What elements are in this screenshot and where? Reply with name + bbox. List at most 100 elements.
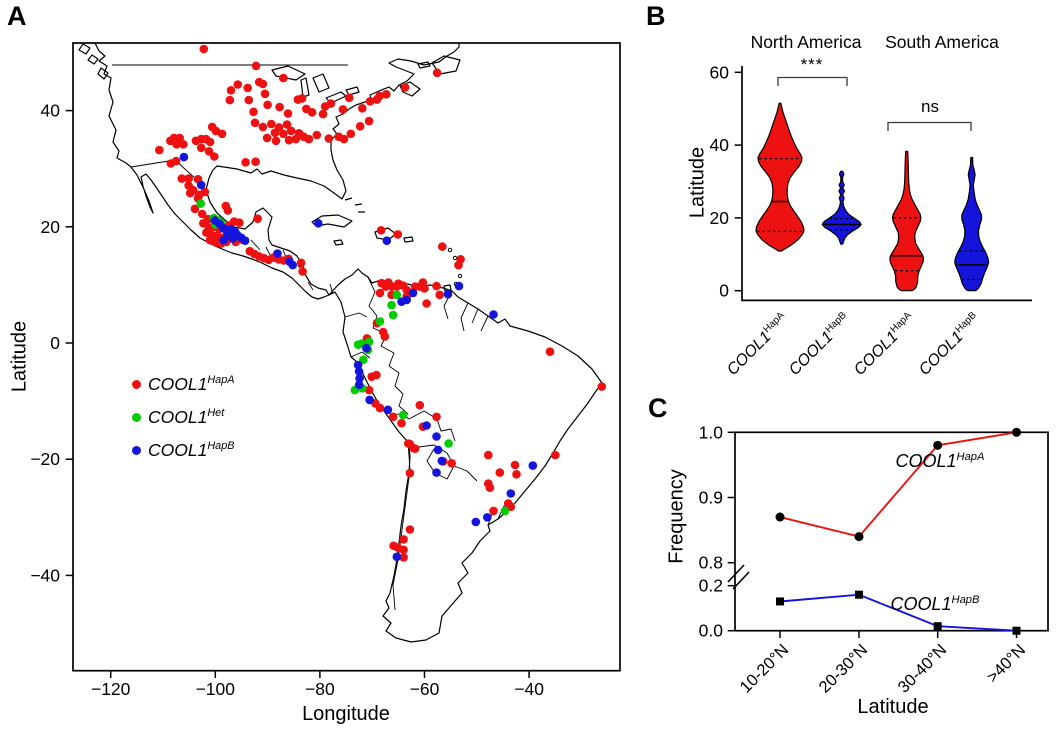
map-point <box>312 130 322 140</box>
group-header-north-america: North America <box>750 32 862 52</box>
y-tick-label: 20 <box>710 208 730 228</box>
island <box>447 247 453 253</box>
map-point <box>204 147 214 156</box>
map-point <box>528 461 538 470</box>
significance-label-sa: ns <box>921 97 939 116</box>
map-point <box>166 159 176 168</box>
map-point <box>392 552 402 562</box>
map-point <box>249 107 258 117</box>
data-point-square <box>855 590 863 599</box>
map-point <box>210 152 219 161</box>
map-point <box>402 295 412 305</box>
violin <box>755 102 805 252</box>
map-point <box>432 468 441 477</box>
map-point <box>382 90 391 99</box>
series-line <box>779 593 1017 632</box>
country-border <box>350 351 371 359</box>
map-point <box>179 140 188 149</box>
data-point-circle <box>854 532 864 542</box>
map-point <box>405 468 415 478</box>
legend-dot-icon <box>132 380 141 389</box>
panel-a-letter: A <box>7 1 27 31</box>
legend-label: COOL1HapA <box>148 374 235 394</box>
axis-break-icon <box>727 564 745 583</box>
map-point <box>344 93 354 103</box>
map-point <box>432 412 441 422</box>
coastline <box>399 81 421 97</box>
map-point <box>291 134 301 144</box>
map-point <box>296 258 306 268</box>
map-point <box>359 355 368 365</box>
group-header-south-america: South America <box>885 32 999 52</box>
panel-c-x-axis-title: Latitude <box>857 696 929 718</box>
coastline <box>328 268 603 643</box>
map-point <box>288 260 298 270</box>
coastline <box>78 43 91 55</box>
x-tick-label: −60 <box>410 679 440 699</box>
map-point <box>235 218 244 227</box>
coastline <box>271 65 306 81</box>
map-point <box>443 289 453 299</box>
coastline <box>345 86 360 96</box>
significance-label-na: *** <box>800 55 824 74</box>
data-point-circle <box>933 440 943 450</box>
y-tick-label: 0.2 <box>699 576 723 596</box>
map-point <box>197 209 207 219</box>
map-point <box>155 145 164 155</box>
data-point-square <box>933 622 942 631</box>
map-point <box>353 340 363 350</box>
country-border <box>460 302 469 332</box>
map-point <box>243 83 252 93</box>
map-point <box>283 109 293 118</box>
map-point <box>172 140 181 149</box>
hapa-series-label: COOL1HapA <box>850 451 1030 472</box>
data-point-square <box>1012 626 1021 635</box>
country-border <box>329 283 334 295</box>
map-point <box>326 99 336 108</box>
violin <box>821 170 862 245</box>
map-point <box>286 126 296 136</box>
map-point <box>358 104 367 113</box>
legend-item: COOL1HapA <box>132 368 234 401</box>
violin <box>889 150 925 292</box>
map-point <box>392 290 402 300</box>
map-point <box>408 288 418 298</box>
map-point <box>432 432 441 441</box>
map-point <box>233 80 243 89</box>
map-point <box>510 460 520 470</box>
map-point <box>199 44 209 54</box>
map-point <box>375 288 385 298</box>
legend-label: COOL1Het <box>148 407 225 427</box>
panel-c-y-axis-title: Frequency <box>665 469 688 564</box>
map-point <box>399 545 408 555</box>
hapb-series-sup: HapB <box>951 594 980 606</box>
y-tick-label: 0 <box>719 281 729 301</box>
violin <box>954 156 990 292</box>
map-point <box>190 204 200 214</box>
y-tick-label: 40 <box>710 135 730 155</box>
map-point <box>258 122 268 132</box>
country-border <box>307 281 314 291</box>
map-point <box>410 444 420 454</box>
map-point <box>177 174 187 183</box>
map-point <box>435 290 445 300</box>
map-point <box>422 421 431 430</box>
map-point <box>597 382 607 391</box>
map-point <box>471 517 481 527</box>
country-border <box>471 308 479 324</box>
x-tick-label: −80 <box>305 679 335 699</box>
map-point <box>251 157 260 166</box>
panel-a-x-axis-title: Longitude <box>302 703 390 725</box>
map-point <box>355 122 365 131</box>
map-point <box>375 317 385 326</box>
map-point <box>324 134 334 143</box>
map-point <box>364 116 374 126</box>
panel-a-y-axis-title: Latitude <box>8 320 31 393</box>
map-point <box>400 83 410 92</box>
map-point <box>438 242 447 251</box>
legend-dot-icon <box>132 413 141 422</box>
map-point <box>338 105 348 114</box>
map-point <box>506 489 516 498</box>
map-point <box>387 300 396 310</box>
